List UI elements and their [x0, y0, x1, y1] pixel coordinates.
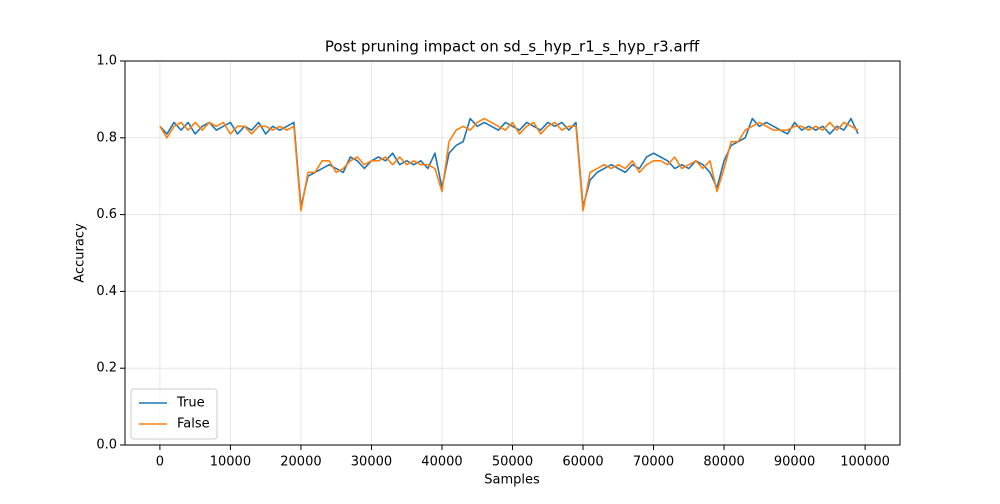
y-tick-label: 0.8: [96, 130, 117, 145]
y-tick-label: 0.6: [96, 207, 117, 222]
y-tick-label: 0.4: [96, 284, 117, 299]
x-tick-label: 10000: [210, 455, 251, 470]
x-axis-label: Samples: [484, 473, 540, 488]
legend-label: True: [176, 396, 205, 411]
y-axis-label: Accuracy: [73, 223, 88, 283]
chart-title: Post pruning impact on sd_s_hyp_r1_s_hyp…: [325, 38, 700, 57]
x-tick-label: 0: [156, 455, 164, 470]
x-tick-label: 20000: [280, 455, 321, 470]
y-tick-label: 1.0: [96, 54, 117, 69]
x-tick-label: 40000: [421, 455, 462, 470]
x-tick-label: 50000: [492, 455, 533, 470]
plot-frame: [124, 60, 901, 446]
x-tick-label: 30000: [351, 455, 392, 470]
x-tick-label: 70000: [633, 455, 674, 470]
line-series: [159, 117, 859, 212]
x-tick-label: 60000: [562, 455, 603, 470]
y-tick-label: 0.2: [96, 361, 117, 376]
x-tick-label: 80000: [703, 455, 744, 470]
legend-label: False: [177, 417, 210, 432]
y-tick-label: 0.0: [96, 438, 117, 453]
legend-box: [130, 388, 218, 440]
x-tick-label: 100000: [840, 455, 890, 470]
x-tick-label: 90000: [774, 455, 815, 470]
